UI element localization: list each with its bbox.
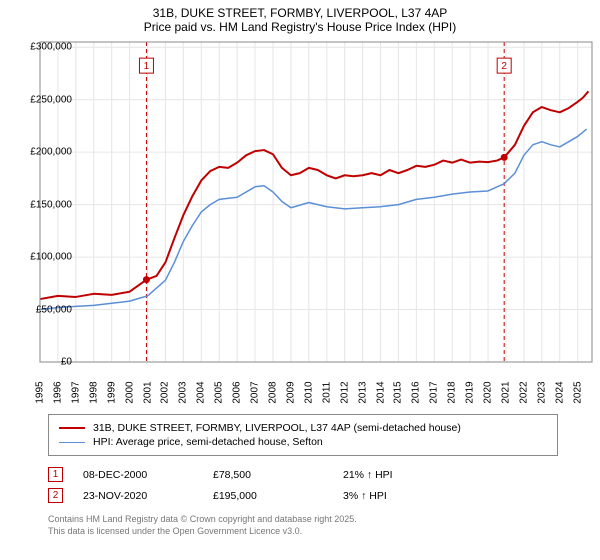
y-tick-label: £50,000 xyxy=(36,304,72,315)
marker-id-box: 1 xyxy=(48,467,63,482)
marker-date: 08-DEC-2000 xyxy=(83,469,213,481)
x-tick-label: 2016 xyxy=(411,381,422,403)
y-tick-label: £0 xyxy=(61,357,72,368)
x-tick-label: 2001 xyxy=(142,381,153,403)
x-tick-label: 2009 xyxy=(285,381,296,403)
legend-text: HPI: Average price, semi-detached house,… xyxy=(93,436,323,448)
legend: 31B, DUKE STREET, FORMBY, LIVERPOOL, L37… xyxy=(48,414,558,456)
y-tick-label: £100,000 xyxy=(30,252,72,263)
legend-swatch xyxy=(59,427,85,429)
marker-row: 1 08-DEC-2000 £78,500 21% ↑ HPI xyxy=(48,464,600,485)
marker-delta: 3% ↑ HPI xyxy=(343,490,473,502)
x-tick-label: 1998 xyxy=(88,381,99,403)
chart-svg: 12 xyxy=(36,36,596,396)
y-tick-label: £250,000 xyxy=(30,94,72,105)
x-tick-label: 2013 xyxy=(357,381,368,403)
x-tick-label: 2006 xyxy=(232,381,243,403)
x-tick-label: 2010 xyxy=(303,381,314,403)
marker-row: 2 23-NOV-2020 £195,000 3% ↑ HPI xyxy=(48,485,600,506)
marker-date: 23-NOV-2020 xyxy=(83,490,213,502)
marker-price: £195,000 xyxy=(213,490,343,502)
x-tick-label: 2015 xyxy=(393,381,404,403)
chart-title: 31B, DUKE STREET, FORMBY, LIVERPOOL, L37… xyxy=(0,0,600,36)
legend-text: 31B, DUKE STREET, FORMBY, LIVERPOOL, L37… xyxy=(93,422,461,434)
x-tick-label: 2023 xyxy=(536,381,547,403)
y-tick-label: £200,000 xyxy=(30,147,72,158)
chart-container: { "title": { "line1": "31B, DUKE STREET,… xyxy=(0,0,600,560)
footer-line-1: Contains HM Land Registry data © Crown c… xyxy=(48,514,600,526)
x-tick-label: 2022 xyxy=(518,381,529,403)
x-tick-label: 1999 xyxy=(106,381,117,403)
legend-swatch xyxy=(59,442,85,443)
x-tick-label: 2017 xyxy=(429,381,440,403)
footer-attribution: Contains HM Land Registry data © Crown c… xyxy=(48,514,600,537)
x-tick-label: 1995 xyxy=(35,381,46,403)
footer-line-2: This data is licensed under the Open Gov… xyxy=(48,526,600,538)
title-line-1: 31B, DUKE STREET, FORMBY, LIVERPOOL, L37… xyxy=(0,6,600,20)
y-tick-label: £300,000 xyxy=(30,42,72,53)
x-tick-label: 2002 xyxy=(160,381,171,403)
x-tick-label: 2004 xyxy=(196,381,207,403)
marker-price: £78,500 xyxy=(213,469,343,481)
x-tick-label: 2024 xyxy=(554,381,565,403)
x-tick-label: 2008 xyxy=(267,381,278,403)
x-tick-label: 2011 xyxy=(321,382,332,404)
x-tick-label: 2007 xyxy=(250,381,261,403)
marker-delta: 21% ↑ HPI xyxy=(343,469,473,481)
x-tick-label: 2021 xyxy=(500,381,511,403)
marker-table: 1 08-DEC-2000 £78,500 21% ↑ HPI 2 23-NOV… xyxy=(48,464,600,506)
legend-row: HPI: Average price, semi-detached house,… xyxy=(59,435,547,449)
chart-plot-area: 12 £0£50,000£100,000£150,000£200,000£250… xyxy=(36,36,596,396)
x-tick-label: 2020 xyxy=(483,381,494,403)
legend-row: 31B, DUKE STREET, FORMBY, LIVERPOOL, L37… xyxy=(59,421,547,435)
x-tick-label: 1996 xyxy=(52,381,63,403)
title-line-2: Price paid vs. HM Land Registry's House … xyxy=(0,20,600,34)
svg-text:1: 1 xyxy=(144,61,150,72)
x-tick-label: 2003 xyxy=(178,381,189,403)
x-tick-label: 2005 xyxy=(214,381,225,403)
x-tick-label: 2014 xyxy=(375,381,386,403)
x-tick-label: 2018 xyxy=(447,381,458,403)
marker-id-box: 2 xyxy=(48,488,63,503)
x-tick-label: 2000 xyxy=(124,381,135,403)
x-tick-label: 2025 xyxy=(572,381,583,403)
x-tick-label: 2012 xyxy=(339,381,350,403)
y-tick-label: £150,000 xyxy=(30,199,72,210)
x-tick-label: 2019 xyxy=(465,381,476,403)
x-tick-label: 1997 xyxy=(70,381,81,403)
svg-text:2: 2 xyxy=(501,61,507,72)
